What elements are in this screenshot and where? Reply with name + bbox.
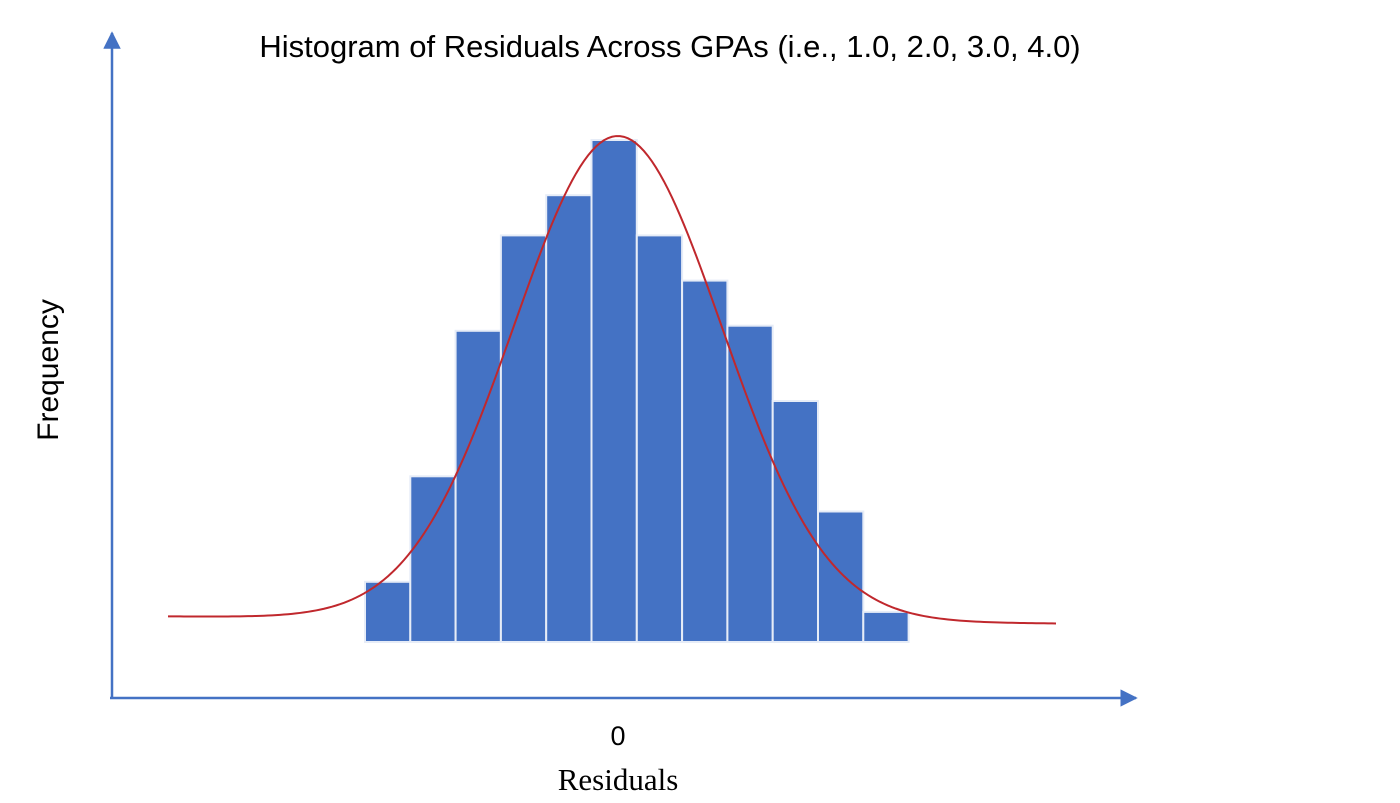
- histogram-bar-3: [454, 329, 502, 643]
- histogram-bar-4: [499, 234, 548, 643]
- histogram-bar-2: [409, 475, 457, 643]
- histogram-bar-8: [681, 279, 729, 643]
- histogram-bar-12: [862, 610, 910, 644]
- x-axis-ticks: 0: [610, 721, 625, 751]
- histogram-bars: [364, 139, 910, 644]
- y-axis-label: Frequency: [32, 299, 65, 441]
- histogram-bar-1: [364, 580, 412, 643]
- histogram-bar-11: [817, 510, 865, 643]
- histogram-bar-10: [771, 400, 820, 643]
- x-axis-label: Residuals: [558, 762, 679, 797]
- x-tick-label-0: 0: [610, 721, 625, 751]
- normal-fit-curve: [167, 135, 1057, 625]
- histogram-bar-5: [545, 194, 593, 643]
- histogram-bar-9: [726, 324, 774, 643]
- histogram-bar-6: [590, 139, 638, 643]
- histogram-bar-7: [635, 234, 684, 643]
- chart-title: Histogram of Residuals Across GPAs (i.e.…: [259, 29, 1080, 64]
